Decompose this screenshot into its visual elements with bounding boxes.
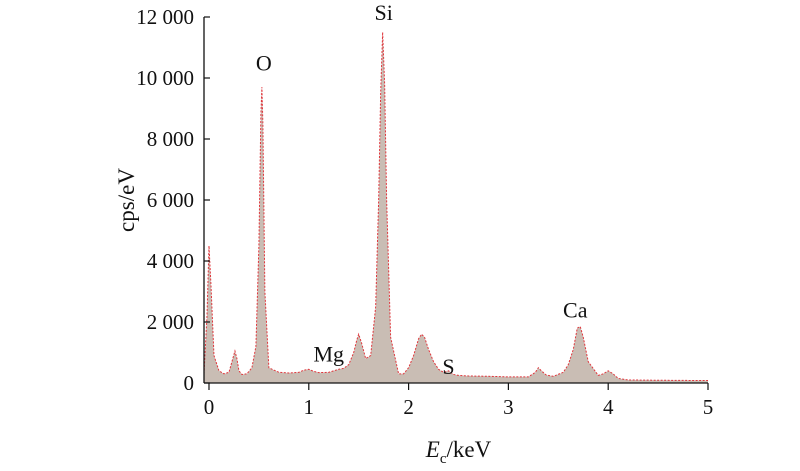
peak-label-o: O [256,50,272,75]
y-tick-label: 0 [184,371,195,395]
x-axis-title-subscript: c [440,451,447,467]
peak-label-ca: Ca [563,297,588,322]
y-tick-label: 10 000 [136,66,194,90]
y-tick-label: 6 000 [147,188,194,212]
y-axis-title: cps/eV [114,168,139,232]
y-tick-label: 4 000 [147,249,194,273]
y-tick-label: 12 000 [136,5,194,29]
plot-area [203,32,709,383]
peak-label-mg: Mg [313,342,344,367]
x-tick-label: 4 [603,395,614,419]
x-tick-label: 2 [403,395,414,419]
x-tick-label: 1 [304,395,315,419]
y-tick-label: 2 000 [147,310,194,334]
labels: 0 2 000 4 000 6 000 8 000 10 000 12 000 0 1 2 3 4 5 c… [114,0,713,467]
peak-label-si: Si [374,0,392,25]
x-axis-title: Ec/keV [425,437,492,467]
peak-label-s: S [442,354,454,379]
x-axis-title-symbol: E [425,437,440,462]
x-tick-label: 0 [204,395,215,419]
spectrum-line [203,32,709,382]
x-tick-label: 3 [503,395,514,419]
spectrum-area [204,32,708,383]
x-axis-title-unit: /keV [447,437,492,462]
x-tick-label: 5 [703,395,714,419]
y-tick-label: 8 000 [147,127,194,151]
axes [203,16,709,390]
